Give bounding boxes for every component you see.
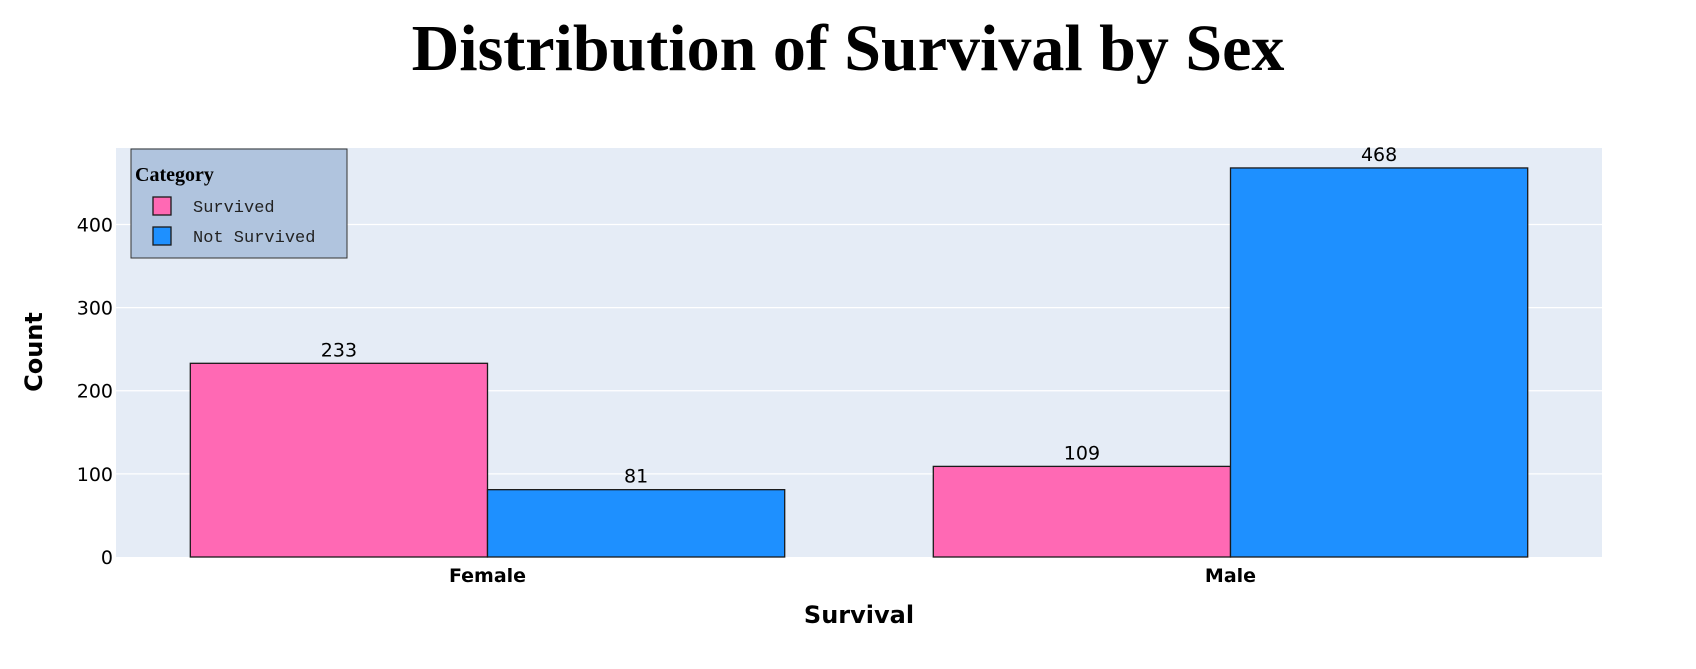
y-tick-label: 400 [77,214,113,236]
legend-label: Not Survived [193,229,315,248]
data-labels: 233 81 109 468 [321,144,1397,488]
bar [1229,167,1529,558]
bar [189,362,489,558]
y-axis-ticks: 0 100 200 300 400 [77,214,113,569]
legend-swatch [152,226,172,246]
bar-data-label: 233 [321,339,357,361]
bar [486,489,786,558]
x-axis-title: Survival [804,601,914,629]
bar-data-label: 468 [1361,144,1397,166]
x-tick-label: Female [449,565,526,587]
bar-data-label: 109 [1064,442,1100,464]
y-tick-label: 300 [77,298,113,320]
y-tick-label: 0 [101,547,113,569]
legend-label: Survived [193,199,275,218]
chart-title: Distribution of Survival by Sex [412,12,1285,85]
y-tick-label: 100 [77,464,113,486]
legend-items: Survived Not Survived [152,196,315,248]
bars [189,167,1529,558]
bar-data-label: 81 [624,466,648,488]
legend-title: Category [135,164,214,186]
y-axis-title: Count [20,312,48,392]
x-axis-ticks: Female Male [449,565,1256,587]
legend-swatch [152,196,172,216]
y-tick-label: 200 [77,381,113,403]
x-tick-label: Male [1205,565,1256,587]
bar [932,465,1232,558]
legend: Category Survived Not Survived [130,148,348,259]
